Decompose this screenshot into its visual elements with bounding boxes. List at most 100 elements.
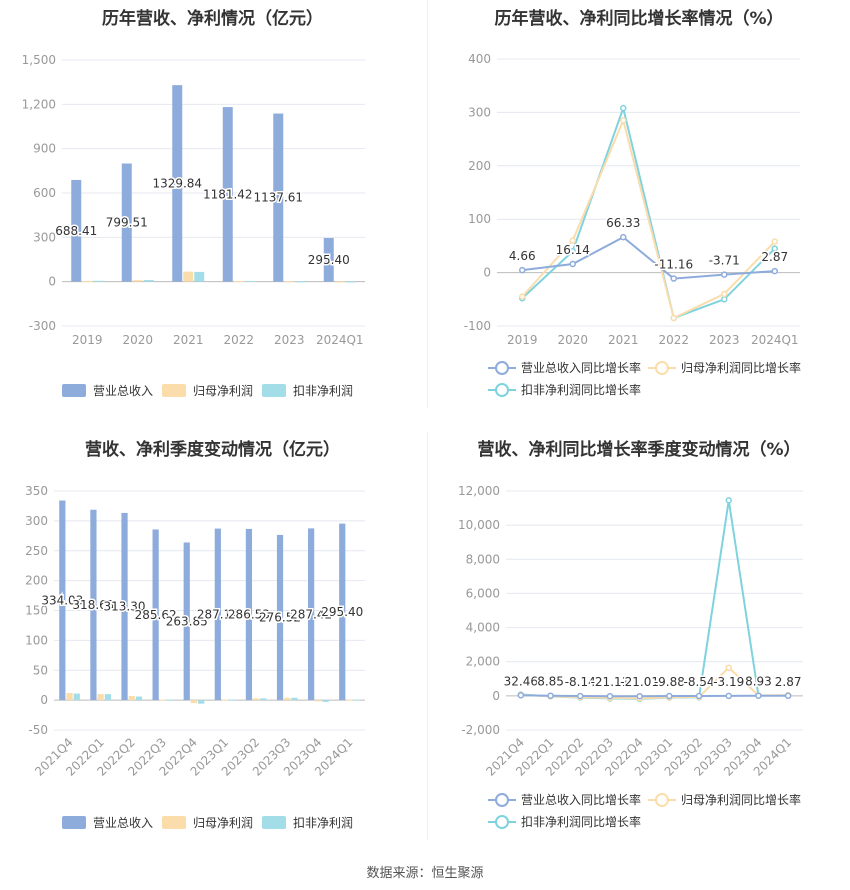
y-tick-label: 0 [48, 275, 56, 289]
y-tick-label: 0 [40, 693, 48, 707]
legend-label: 扣非净利润 [293, 384, 353, 398]
line-series-revenue [522, 235, 775, 280]
line-value-label: 4.66 [509, 249, 536, 263]
bar-net-profit [132, 280, 143, 282]
legend-label: 营业总收入同比增长率 [521, 360, 641, 375]
x-tick-label: 2020 [122, 333, 153, 347]
line-value-label: -8.14 [565, 675, 596, 689]
y-tick-label: 100 [25, 633, 48, 647]
legend-label: 扣非净利润同比增长率 [521, 382, 641, 397]
line-point [666, 692, 673, 700]
x-tick-label: 2020 [557, 333, 588, 347]
legend-marker [655, 361, 669, 375]
line-value-label: 66.33 [606, 216, 640, 230]
bar-deducted-profit [135, 696, 143, 701]
y-tick-label: 250 [25, 544, 48, 558]
bar-net-profit [334, 281, 345, 283]
line-point [519, 293, 526, 300]
y-tick-label: 200 [468, 159, 491, 173]
quarterly-revenue-title: 营收、净利季度变动情况（亿元） [85, 440, 340, 460]
line-point [695, 692, 703, 700]
line-point [517, 692, 525, 699]
y-tick-label: -300 [29, 319, 56, 333]
legend-marker [495, 815, 509, 829]
bar-deducted-profit [198, 700, 205, 704]
bar-revenue [276, 534, 284, 701]
bar-deducted-profit [229, 699, 236, 701]
line-value-label: -21.11 [591, 675, 630, 689]
line-point [577, 692, 584, 700]
bar-value-label: 295.40 [308, 253, 350, 267]
y-tick-label: 400 [468, 52, 491, 66]
line-point [755, 692, 762, 699]
line-value-label: -3.71 [709, 254, 740, 268]
y-tick-label: 1,500 [22, 53, 56, 67]
y-tick-label: -100 [464, 319, 491, 333]
bar-value-label: 285.62 [135, 608, 177, 622]
bar-revenue [214, 528, 221, 701]
y-tick-label: 300 [468, 105, 491, 119]
line-point [636, 692, 643, 700]
legend-swatch [262, 816, 286, 829]
bar-deducted-profit [194, 271, 205, 282]
bar-deducted-profit [166, 699, 174, 701]
bar-deducted-profit [291, 697, 298, 701]
bar-value-label: 688.41 [55, 224, 97, 238]
bar-net-profit [97, 694, 104, 701]
bar-deducted-profit [322, 700, 329, 702]
x-tick-label: 2021 [608, 333, 639, 347]
line-point [771, 245, 778, 252]
line-point [620, 233, 627, 241]
data-source-label: 数据来源：恒生聚源 [366, 866, 484, 881]
line-point [620, 117, 627, 124]
y-tick-label: 0 [483, 266, 491, 280]
bar-value-label: 295.40 [321, 605, 363, 619]
line-point [620, 104, 627, 112]
bar-revenue [308, 528, 315, 701]
y-tick-label: 50 [33, 663, 48, 677]
y-tick-label: 900 [33, 142, 56, 156]
y-tick-label: 100 [468, 212, 491, 226]
bar-net-profit [346, 699, 353, 701]
line-point [569, 260, 576, 268]
bar-value-label: 286.53 [228, 608, 270, 622]
legend-label: 营业总收入同比增长率 [521, 792, 641, 807]
x-tick-label: 2024Q1 [751, 333, 799, 347]
x-tick-label: 2022 [223, 333, 254, 347]
bar-revenue [222, 107, 233, 282]
annual-revenue-chart: -300 0 300 600 900 1,200 1,500 2019 2020 2021 2022… [22, 53, 365, 398]
y-tick-label: 200 [25, 574, 48, 588]
bar-value-label: 799.51 [106, 216, 148, 230]
line-point [569, 237, 576, 244]
line-point [725, 497, 732, 504]
x-tick-label: 2022 [658, 333, 689, 347]
y-tick-label: -50 [28, 723, 48, 737]
line-point [670, 275, 677, 282]
bar-revenue [90, 509, 97, 701]
legend-swatch [162, 384, 186, 397]
y-tick-label: 150 [25, 604, 48, 618]
bar-value-label: 276.52 [259, 611, 301, 625]
bar-revenue [59, 500, 66, 701]
legend-label: 归母净利润同比增长率 [681, 360, 801, 375]
quarterly-revenue-panel: 营收、净利季度变动情况（亿元） -50 0 50 100 150 200 250 300 350… [0, 425, 425, 855]
line-series-deducted-profit [521, 104, 776, 320]
bar-value-label: 1181.42 [203, 187, 253, 201]
bar-deducted-profit [353, 699, 360, 701]
bar-deducted-profit [345, 281, 356, 283]
y-tick-label: 6,000 [466, 586, 500, 600]
y-tick-label: 8,000 [466, 552, 500, 566]
bar-value-label: 334.03 [41, 593, 83, 607]
line-series-revenue [520, 694, 789, 698]
legend-label: 归母净利润 [193, 384, 253, 398]
line-point [784, 692, 792, 700]
panel-divider-bottom [427, 432, 428, 840]
legend-label: 归母净利润同比增长率 [681, 792, 801, 807]
bar-revenue [183, 542, 190, 701]
line-value-label: -3.19 [713, 675, 744, 689]
legend-marker [495, 383, 509, 397]
x-tick-label: 2023 [709, 333, 740, 347]
bar-deducted-profit [295, 281, 306, 283]
y-tick-label: 10,000 [458, 518, 500, 532]
quarterly-growth-panel: 营收、净利同比增长率季度变动情况（%） -2,000 0 2,000 4,000 6,0… [428, 425, 850, 855]
